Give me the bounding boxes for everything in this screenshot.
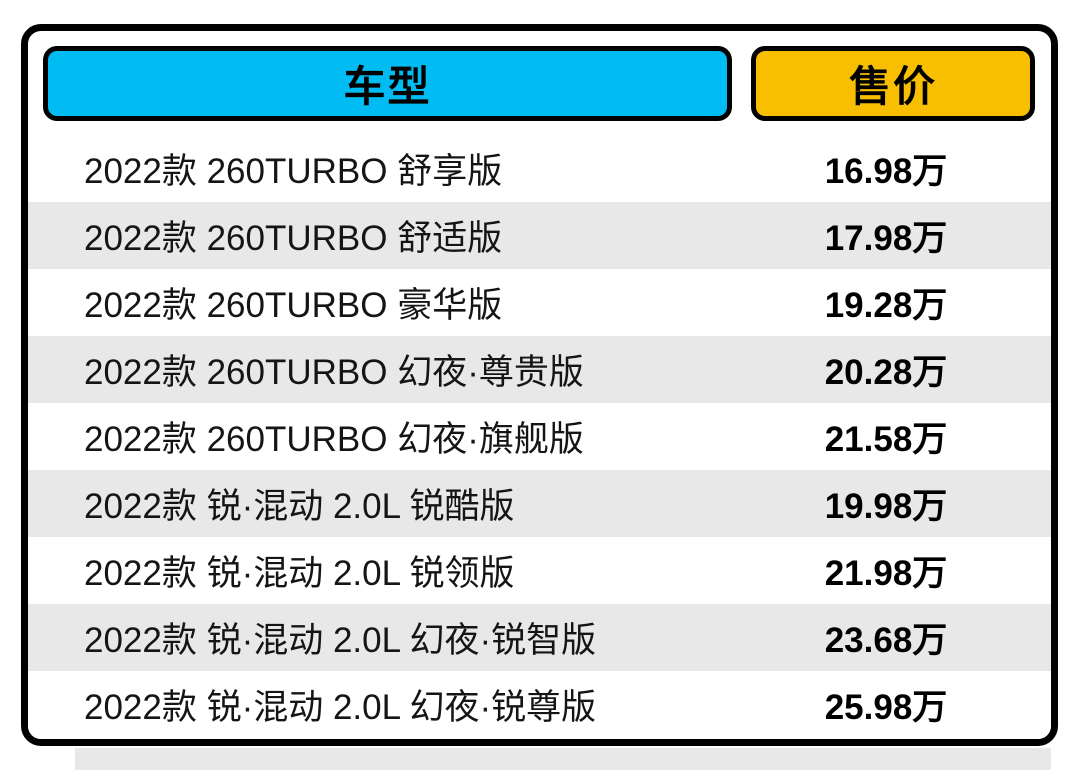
- price-cell: 16.98万: [824, 152, 948, 191]
- table-row: 2022款 锐·混动 2.0L 幻夜·锐智版 23.68万: [28, 604, 1051, 671]
- table-row: 2022款 260TURBO 舒适版 17.98万: [28, 202, 1051, 269]
- table-row: 2022款 锐·混动 2.0L 锐酷版 19.98万: [28, 470, 1051, 537]
- price-cell: 21.58万: [824, 420, 948, 459]
- price-cell: 23.68万: [824, 621, 948, 660]
- price-cell: 20.28万: [824, 353, 948, 392]
- price-cell: 19.28万: [824, 286, 948, 325]
- price-cell: 19.98万: [824, 487, 948, 526]
- table-row: 2022款 260TURBO 豪华版 19.28万: [28, 269, 1051, 336]
- model-cell: 2022款 锐·混动 2.0L 幻夜·锐智版: [84, 621, 597, 660]
- model-cell: 2022款 锐·混动 2.0L 锐领版: [84, 554, 515, 593]
- price-table-card: 车型 售价 2022款 260TURBO 舒享版 16.98万 2022款 26…: [21, 24, 1058, 746]
- table-row: 2022款 260TURBO 幻夜·旗舰版 21.58万: [28, 403, 1051, 470]
- table-row: 2022款 锐·混动 2.0L 锐领版 21.98万: [28, 537, 1051, 604]
- price-cell: 25.98万: [824, 688, 948, 727]
- model-cell: 2022款 260TURBO 舒享版: [84, 152, 503, 191]
- model-cell: 2022款 260TURBO 舒适版: [84, 219, 503, 258]
- model-cell: 2022款 260TURBO 幻夜·尊贵版: [84, 353, 584, 392]
- price-column-header: 售价: [751, 46, 1035, 121]
- model-cell: 2022款 260TURBO 幻夜·旗舰版: [84, 420, 584, 459]
- model-cell: 2022款 锐·混动 2.0L 锐酷版: [84, 487, 515, 526]
- model-cell: 2022款 260TURBO 豪华版: [84, 286, 503, 325]
- table-row: 2022款 260TURBO 幻夜·尊贵版 20.28万: [28, 336, 1051, 403]
- model-column-header: 车型: [43, 46, 732, 121]
- table-row: 2022款 锐·混动 2.0L 幻夜·锐尊版 25.98万: [28, 671, 1051, 738]
- model-cell: 2022款 锐·混动 2.0L 幻夜·锐尊版: [84, 688, 597, 727]
- table-header-row: 车型 售价: [28, 31, 1051, 121]
- table-body: 2022款 260TURBO 舒享版 16.98万 2022款 260TURBO…: [28, 135, 1051, 738]
- price-cell: 21.98万: [824, 554, 948, 593]
- table-row: 2022款 260TURBO 舒享版 16.98万: [28, 135, 1051, 202]
- price-cell: 17.98万: [824, 219, 948, 258]
- cropped-next-section-row: [75, 748, 1051, 770]
